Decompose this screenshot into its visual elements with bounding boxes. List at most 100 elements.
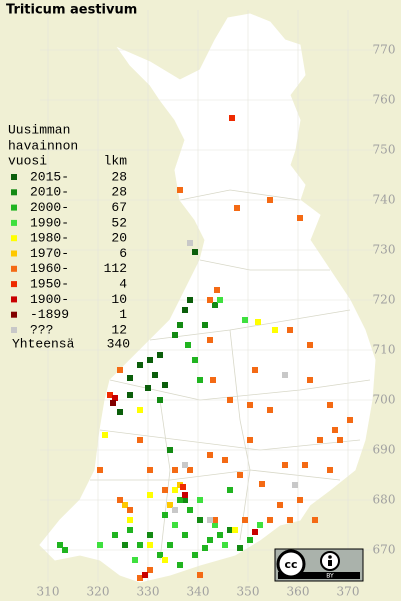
observation-square: [182, 532, 188, 538]
legend-count: 1: [119, 307, 127, 322]
observation-square: [287, 327, 293, 333]
x-label: 350: [237, 585, 260, 599]
observation-squares: [57, 115, 353, 581]
observation-square: [107, 392, 113, 398]
observation-square: [227, 487, 233, 493]
legend-count: 28: [111, 185, 127, 200]
legend-swatch: [11, 281, 17, 288]
observation-square: [147, 567, 153, 573]
y-label: 760: [373, 93, 396, 107]
observation-square: [127, 507, 133, 513]
observation-square: [297, 215, 303, 221]
y-label: 710: [373, 343, 396, 357]
observation-square: [292, 482, 298, 488]
observation-square: [212, 522, 218, 528]
observation-square: [237, 472, 243, 478]
cc-text: cc: [284, 558, 297, 571]
observation-square: [112, 395, 118, 401]
title: Triticum aestivum: [6, 3, 137, 18]
observation-square: [282, 462, 288, 468]
legend-label: 1970-: [30, 246, 69, 261]
observation-square: [297, 497, 303, 503]
observation-square: [247, 537, 253, 543]
legend-heading: vuosi: [8, 153, 47, 168]
observation-square: [327, 467, 333, 473]
legend-count: 6: [119, 246, 127, 261]
observation-square: [192, 249, 198, 255]
observation-square: [177, 322, 183, 328]
observation-square: [157, 397, 163, 403]
legend-swatch: [11, 250, 17, 257]
observation-square: [332, 427, 338, 433]
observation-square: [145, 385, 151, 391]
region-borders: [90, 189, 371, 561]
observation-square: [177, 562, 183, 568]
observation-square: [202, 322, 208, 328]
observation-square: [217, 532, 223, 538]
observation-square: [172, 467, 178, 473]
observation-square: [162, 512, 168, 518]
legend-count-heading: lkm: [104, 153, 128, 168]
observation-square: [207, 537, 213, 543]
observation-square: [110, 400, 116, 406]
observation-square: [167, 502, 173, 508]
observation-square: [267, 197, 273, 203]
observation-square: [137, 362, 143, 368]
observation-square: [172, 332, 178, 338]
x-label: 370: [337, 585, 360, 599]
observation-square: [172, 487, 178, 493]
observation-square: [272, 327, 278, 333]
observation-square: [117, 409, 123, 415]
observation-square: [157, 552, 163, 558]
observation-square: [147, 467, 153, 473]
observation-square: [127, 527, 133, 533]
observation-square: [259, 481, 265, 487]
legend-swatch: [11, 174, 17, 180]
legend-label: 1960-: [30, 261, 69, 276]
observation-square: [317, 437, 323, 443]
legend-count: 10: [111, 292, 127, 307]
legend-count: 20: [111, 231, 127, 246]
observation-square: [172, 507, 178, 513]
observation-square: [232, 527, 238, 533]
observation-square: [182, 462, 188, 468]
badge-bar: [278, 572, 360, 579]
by-icon-body: [328, 560, 332, 566]
observation-square: [217, 297, 223, 303]
observation-square: [197, 572, 203, 578]
observation-square: [157, 352, 163, 358]
observation-square: [137, 407, 143, 413]
observation-square: [177, 187, 183, 193]
observation-square: [122, 542, 128, 548]
observation-square: [277, 502, 283, 508]
legend-count: 52: [111, 215, 127, 230]
observation-square: [327, 402, 333, 408]
observation-square: [162, 382, 168, 388]
observation-square: [187, 507, 193, 513]
observation-square: [180, 484, 186, 490]
x-label: 310: [37, 585, 60, 599]
by-text: BY: [326, 573, 334, 580]
observation-square: [187, 297, 193, 303]
observation-square: [162, 487, 168, 493]
legend-swatch: [11, 311, 17, 318]
x-label: 330: [137, 585, 160, 599]
observation-square: [282, 372, 288, 378]
observation-square: [207, 517, 213, 523]
legend-label: 1980-: [30, 231, 69, 246]
observation-square: [62, 547, 68, 553]
legend-swatch: [11, 327, 17, 333]
observation-square: [112, 532, 118, 538]
cc-icon: [276, 549, 306, 579]
observation-square: [287, 517, 293, 523]
observation-square: [234, 205, 240, 211]
observation-square: [127, 517, 133, 523]
observation-square: [147, 532, 153, 538]
y-label: 770: [373, 43, 396, 57]
observation-square: [197, 517, 203, 523]
observation-square: [147, 357, 153, 363]
legend-label: ???: [30, 322, 53, 337]
observation-square: [242, 317, 248, 323]
observation-square: [307, 342, 313, 348]
